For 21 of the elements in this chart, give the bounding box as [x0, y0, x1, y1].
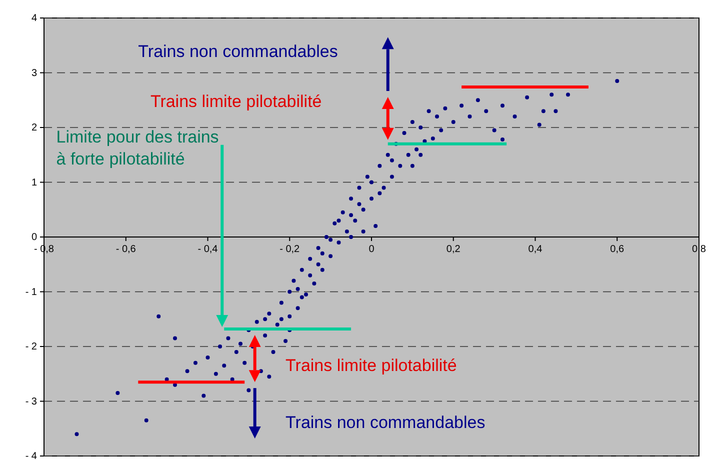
x-tick-label: 0,6 — [610, 244, 625, 255]
x-tick-label: - 0,6 — [116, 244, 136, 255]
x-tick-label: 0 — [368, 244, 375, 255]
y-tick-label: 4 — [31, 13, 38, 24]
y-tick-label: - 2 — [25, 342, 38, 352]
y-tick-label: 1 — [31, 177, 38, 188]
y-tick-label: 3 — [31, 68, 38, 79]
annotation: Trains limite pilotabilité — [286, 356, 457, 376]
x-tick-label: - 0,2 — [280, 244, 300, 255]
annotation: Limite pour des trains à forte pilotabilité — [56, 127, 219, 168]
y-tick-label: 0 — [31, 232, 38, 243]
x-tick-label: - 0,4 — [198, 244, 218, 255]
y-tick-label: 2 — [31, 122, 38, 134]
x-tick-label: 0,2 — [446, 244, 461, 255]
y-tick-label: - 3 — [25, 396, 38, 408]
annotation: Trains limite pilotabilité — [150, 92, 322, 112]
y-tick-label: - 4 — [25, 451, 38, 462]
y-tick-label: - 1 — [25, 286, 38, 298]
x-tick-label: 0,4 — [528, 244, 543, 255]
annotation: Trains non commandables — [286, 413, 486, 432]
annotation: Trains non commandables — [138, 42, 338, 61]
